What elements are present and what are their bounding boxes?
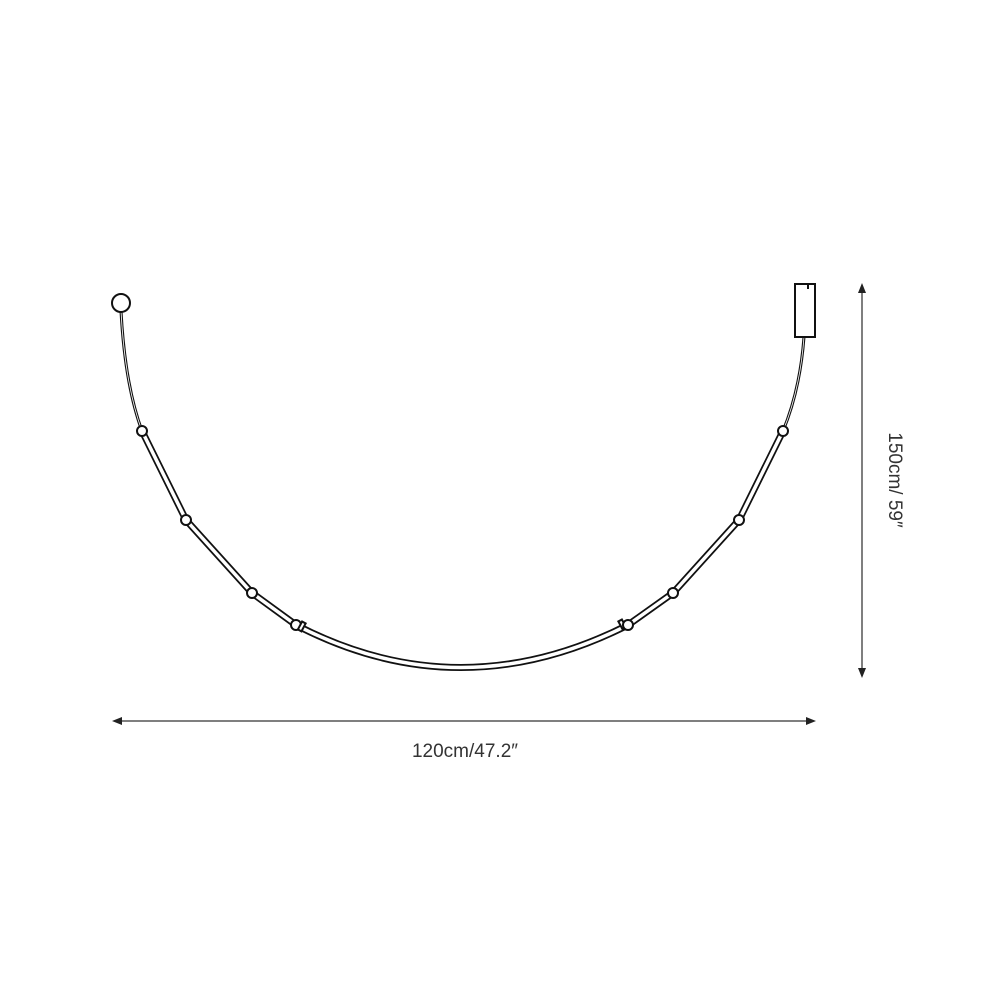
joint [733, 514, 745, 526]
joint [136, 425, 148, 437]
joint-clip [296, 620, 307, 633]
height-dimension-line [858, 283, 866, 678]
joint [246, 587, 258, 599]
width-dimension-line [112, 717, 816, 725]
right-cable [781, 336, 806, 432]
joint [667, 587, 679, 599]
end-ball [111, 293, 131, 313]
width-label: 120cm/47.2″ [412, 741, 518, 762]
joint [622, 619, 634, 631]
joint [180, 514, 192, 526]
ceiling-canopy [794, 283, 816, 338]
tube-joints [136, 425, 789, 633]
height-label: 150cm/ 59″ [884, 432, 905, 528]
joint [777, 425, 789, 437]
light-tube [138, 429, 787, 671]
left-cable [119, 310, 144, 432]
